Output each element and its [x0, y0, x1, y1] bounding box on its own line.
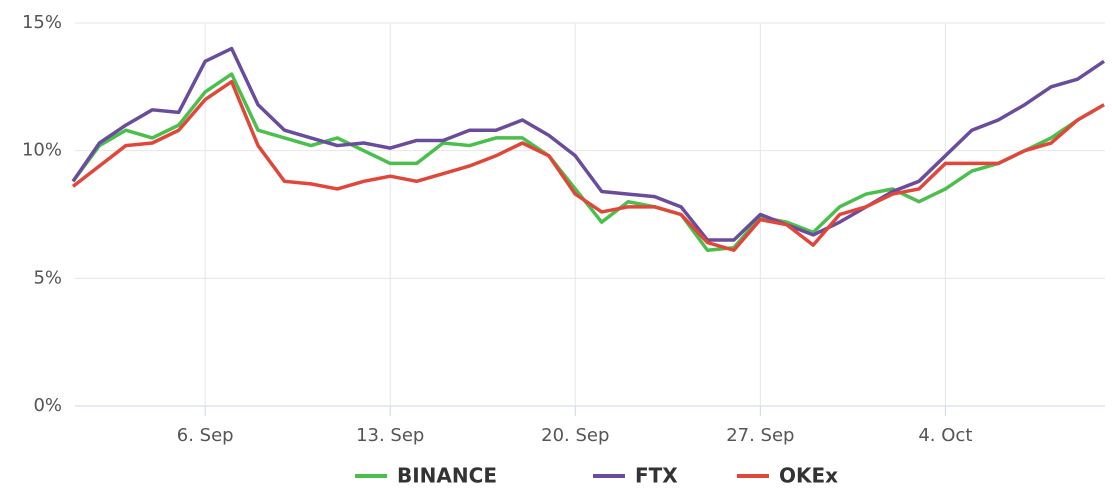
y-tick-label: 10%	[22, 140, 62, 161]
x-tick-label: 6. Sep	[177, 425, 234, 446]
legend-label: OKEx	[779, 464, 838, 488]
legend: BINANCE FTX OKEx	[355, 464, 838, 488]
y-tick-label: 15%	[22, 12, 62, 33]
y-tick-label: 5%	[33, 267, 62, 288]
y-tick-label: 0%	[33, 395, 62, 416]
line-series	[71, 79, 1105, 252]
legend-label: FTX	[635, 464, 678, 488]
x-tick-label: 20. Sep	[541, 425, 609, 446]
x-tick-label: 4. Oct	[918, 425, 972, 446]
line-series	[71, 72, 1105, 252]
x-tick-label: 13. Sep	[356, 425, 424, 446]
legend-label: BINANCE	[397, 464, 497, 488]
line-series	[71, 46, 1105, 242]
x-tick-label: 27. Sep	[726, 425, 794, 446]
